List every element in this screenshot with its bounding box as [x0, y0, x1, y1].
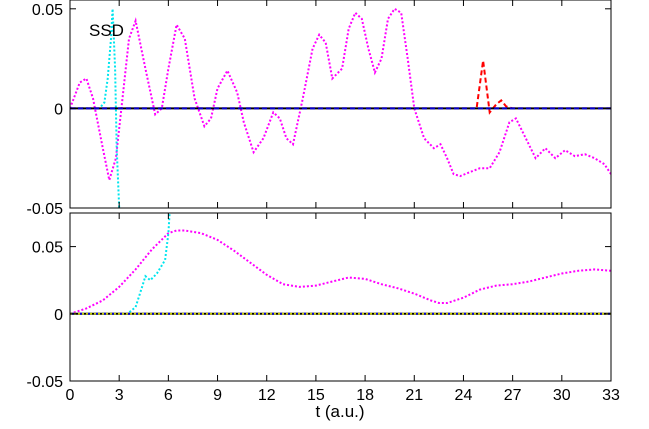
x-tick-label: 15 — [307, 387, 325, 404]
y-tick-label: 0 — [54, 307, 63, 324]
plot-frame — [69, 0, 612, 209]
x-tick-label: 21 — [405, 387, 423, 404]
ssd-annotation: SSD — [89, 21, 124, 40]
x-tick-label: 9 — [213, 387, 222, 404]
x-tick-label: 0 — [66, 387, 75, 404]
y-tick-label: -0.05 — [27, 374, 64, 391]
bottom-panel: 0 3 6 9 12 15 18 21 24 27 30 330.050-0.05 — [27, 212, 620, 404]
x-tick-label: 27 — [504, 387, 522, 404]
top-panel: 0.05 0 -0.05 — [27, 0, 612, 218]
series-group — [70, 7, 611, 208]
series-line-0-0 — [70, 7, 611, 181]
x-axis-title: t (a.u.) — [315, 402, 364, 421]
x-tick-label: 30 — [553, 387, 571, 404]
series-line-1-0 — [70, 229, 611, 315]
x-tick-label: 18 — [356, 387, 374, 404]
y-tick-label: 0 — [54, 101, 63, 118]
x-tick-label: 24 — [455, 387, 473, 404]
y-tick-label: 0.05 — [32, 240, 63, 257]
x-tick-label: 3 — [115, 387, 124, 404]
y-tick-label: -0.05 — [27, 201, 64, 218]
x-tick-label: 12 — [258, 387, 276, 404]
series-line-0-1 — [70, 8, 121, 208]
series-group — [70, 213, 611, 315]
y-tick-label: 0.05 — [32, 2, 63, 19]
x-tick-label: 6 — [164, 387, 173, 404]
plot-frame — [69, 212, 612, 382]
series-line-1-1 — [70, 213, 171, 315]
x-tick-label: 33 — [602, 387, 620, 404]
series-line-0-2 — [70, 60, 611, 115]
